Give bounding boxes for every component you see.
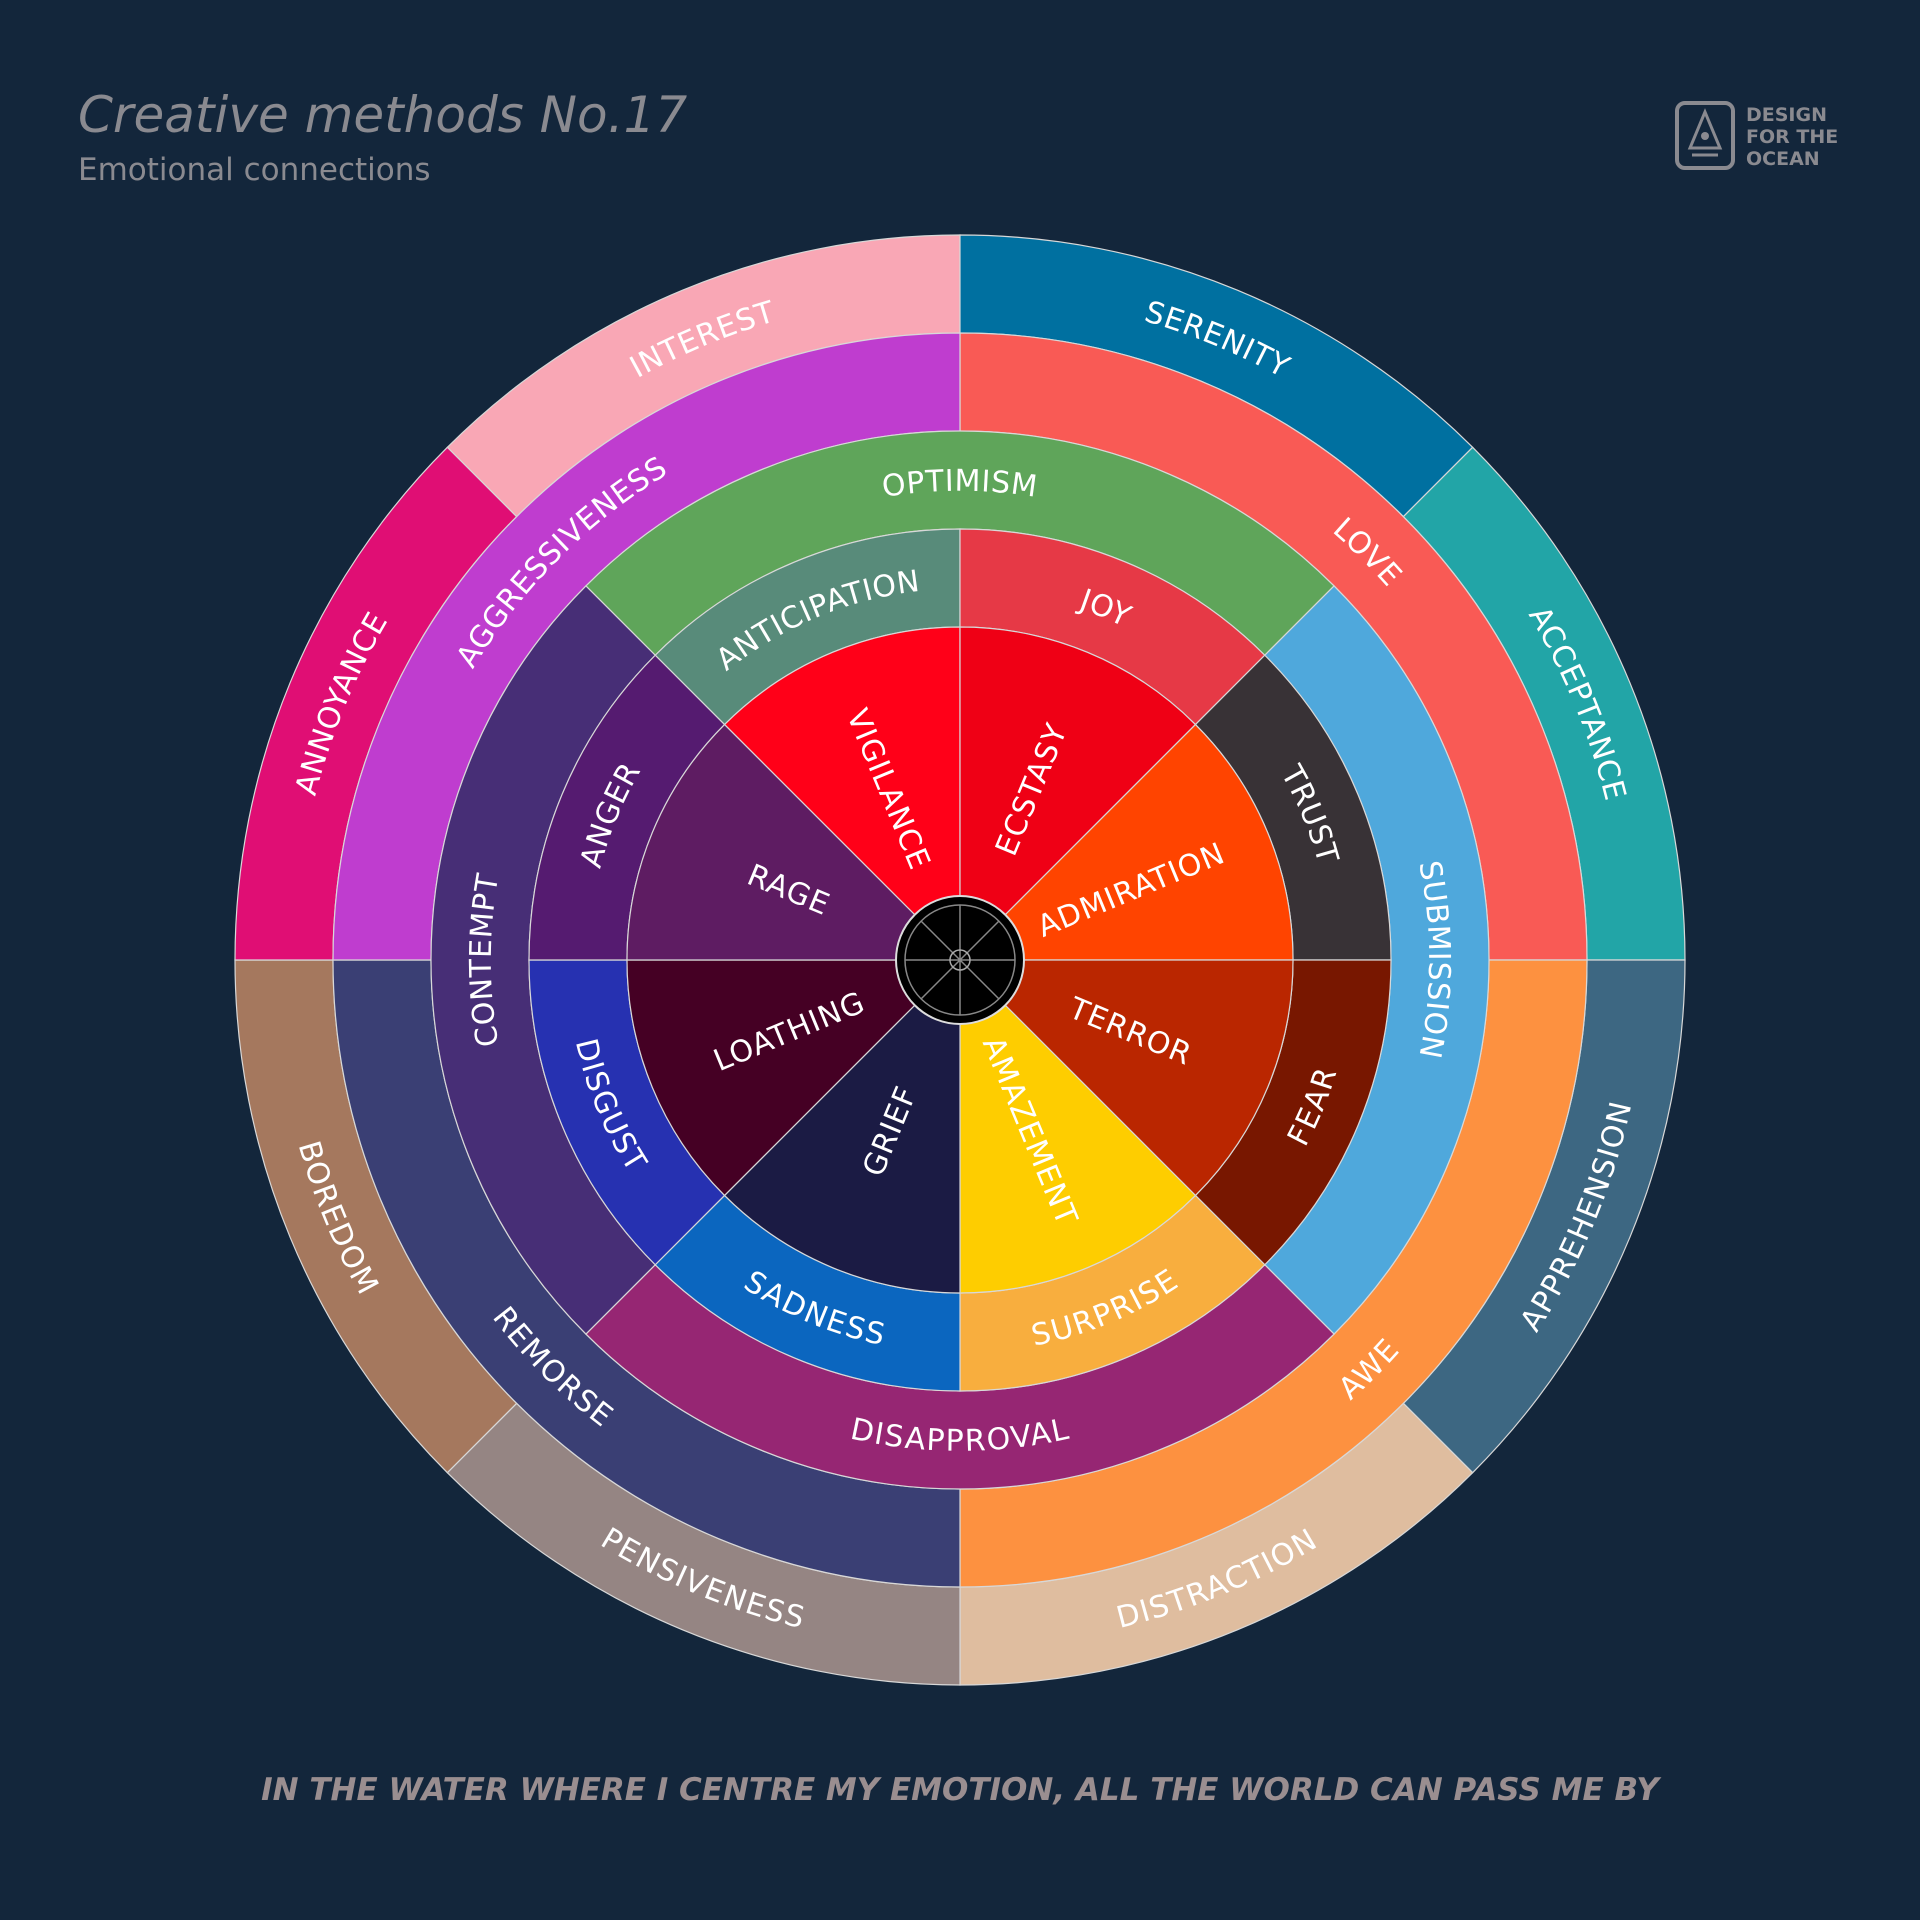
hub-core [949,949,971,971]
subtitle: Emotional connections [78,152,431,188]
logo-frame [1675,101,1735,170]
logo: DESIGN FOR THE OCEAN [1675,101,1838,170]
segment-label: CONTEMPT [464,871,507,1050]
segment-label: OPTIMISM [880,464,1040,505]
logo-text: FOR THE [1746,126,1838,148]
rings: INTEREST SERENITYACCEPTANCEAPPREHENSIONDI… [234,234,1686,1686]
title: Creative methods No.17 [78,86,687,144]
segment-label: OPTIMISM [880,464,1039,505]
logo-icon [1687,108,1723,157]
logo-dot [1701,132,1709,140]
hub-cross [905,905,1015,1015]
segment-label: CONTEMPT [464,871,506,1050]
logo-text: OCEAN [1746,148,1820,170]
center-hub [895,895,1025,1025]
footer: IN THE WATER WHERE I CENTRE MY EMOTION, … [261,1772,1662,1808]
logo-text: DESIGN [1746,104,1827,126]
